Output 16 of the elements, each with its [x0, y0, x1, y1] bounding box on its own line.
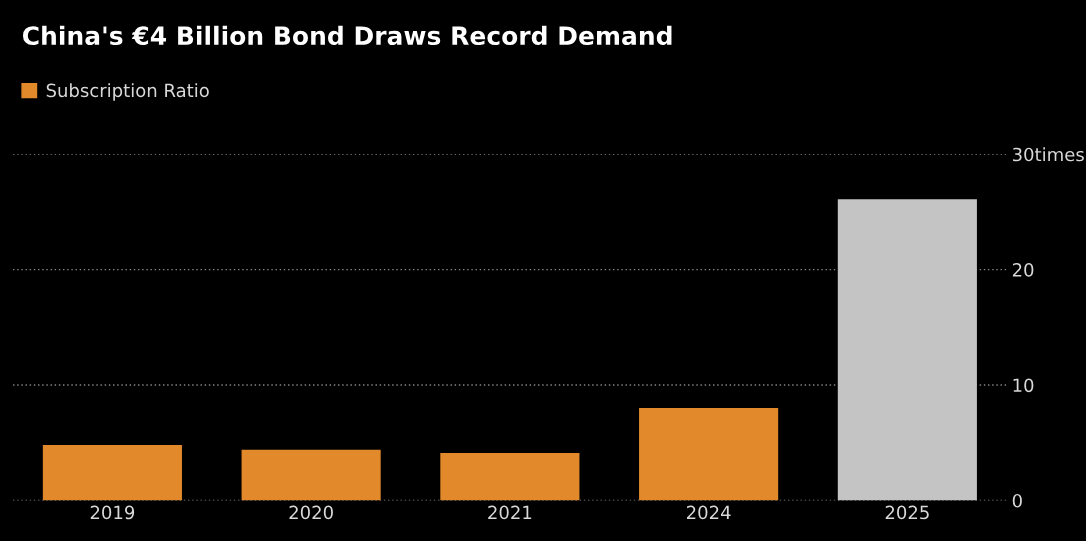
- y-tick-label: 30times: [1012, 147, 1084, 162]
- legend-label: Subscription Ratio: [46, 83, 209, 101]
- x-tick-label: 2020: [289, 505, 333, 520]
- x-tick-label: 2021: [488, 505, 532, 520]
- bar: [42, 445, 182, 501]
- x-tick-label: 2024: [686, 505, 731, 520]
- bar: [837, 199, 977, 501]
- y-tick-label: 10: [1013, 378, 1034, 393]
- x-tick-label: 2025: [885, 505, 929, 520]
- bar: [440, 453, 580, 501]
- chart-title: China's €4 Billion Bond Draws Record Demand: [22, 25, 672, 46]
- bar: [639, 408, 779, 501]
- y-tick-label: 20: [1012, 263, 1034, 277]
- y-tick-label: 0: [1012, 493, 1022, 508]
- bar: [241, 449, 381, 501]
- x-tick-label: 2019: [90, 505, 135, 520]
